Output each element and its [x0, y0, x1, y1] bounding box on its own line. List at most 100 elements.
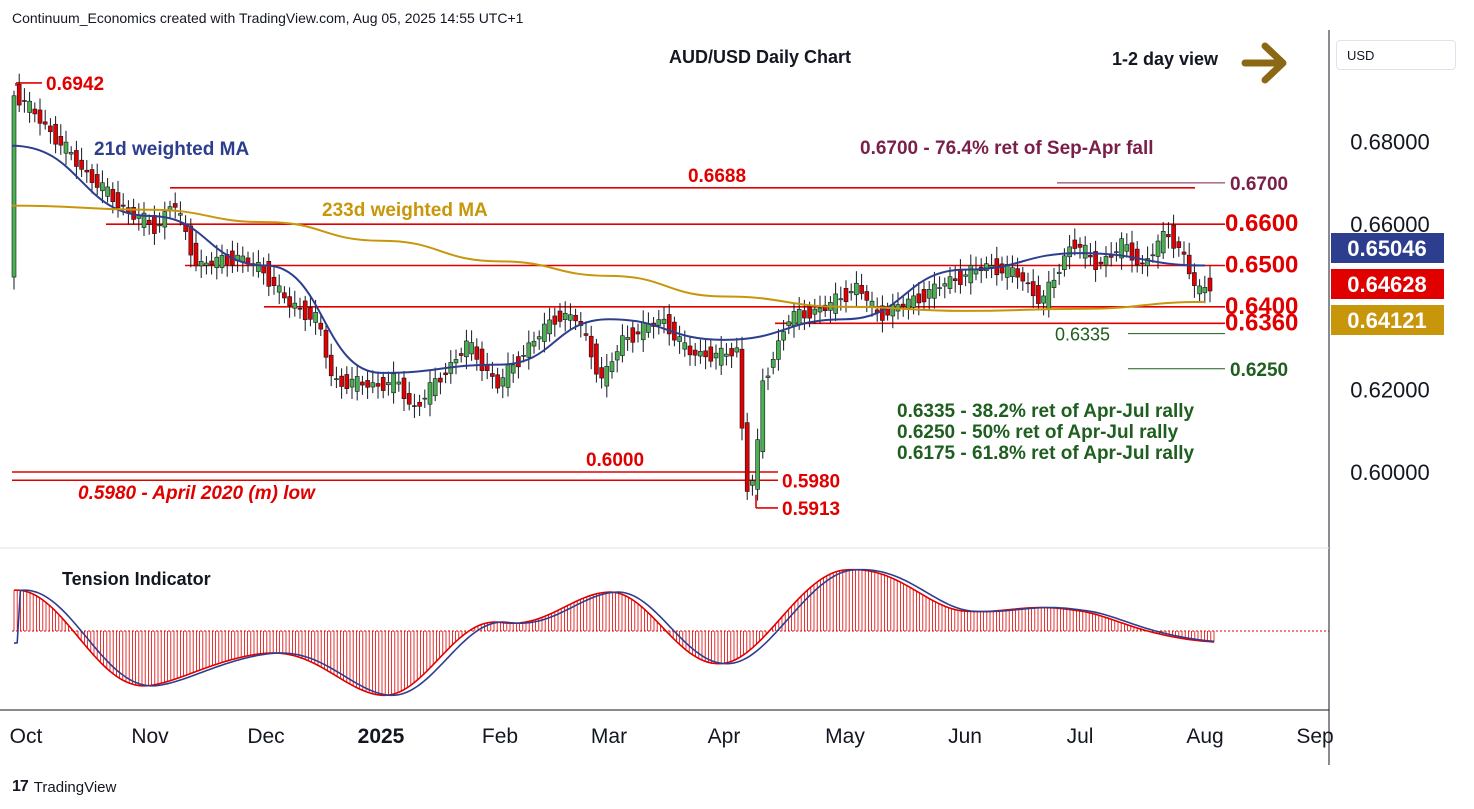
candle-body-160 — [843, 288, 849, 302]
candle-body-216 — [1134, 248, 1140, 266]
candle-body-96 — [510, 364, 516, 374]
candle-body-217 — [1140, 262, 1145, 265]
candle-body-150 — [791, 311, 797, 326]
candle-body-117 — [620, 335, 625, 356]
candle-body-13 — [79, 159, 84, 170]
candle-body-67 — [360, 381, 365, 386]
candle-body-188 — [989, 265, 994, 268]
candle-body-115 — [609, 361, 615, 372]
candle-body-177 — [932, 283, 937, 299]
candle-body-193 — [1015, 268, 1020, 278]
candle-body-64 — [344, 374, 350, 390]
candle-body-49 — [266, 261, 272, 287]
candle-body-151 — [796, 309, 802, 325]
candle-body-31 — [172, 203, 178, 208]
time-tick-3: 2025 — [358, 725, 405, 748]
candle-body-118 — [625, 337, 630, 340]
candle-body-105 — [557, 310, 563, 322]
annotation-6: 0.5980 - April 2020 (m) low — [78, 483, 316, 504]
time-tick-11: Sep — [1296, 725, 1333, 748]
candle-body-136 — [718, 347, 724, 366]
candle-body-212 — [1114, 251, 1119, 254]
candle-body-210 — [1103, 256, 1109, 266]
candle-body-20 — [115, 192, 121, 209]
support-resistance-levels — [12, 82, 1225, 509]
candle-body-224 — [1176, 241, 1182, 248]
candle-body-26 — [146, 219, 152, 225]
candle-body-70 — [375, 383, 381, 387]
brand-name: TradingView — [33, 778, 117, 796]
time-tick-1: Nov — [131, 725, 169, 748]
time-tick-10: Aug — [1186, 725, 1223, 748]
candle-body-8 — [53, 123, 58, 145]
candle-body-126 — [666, 314, 672, 335]
tension-histogram — [13, 568, 1215, 697]
candle-body-106 — [562, 312, 568, 320]
candle-body-57 — [308, 307, 313, 320]
candle-body-202 — [1062, 255, 1067, 270]
candle-body-27 — [152, 215, 157, 234]
candle-body-9 — [58, 136, 64, 146]
candle-body-191 — [1004, 264, 1010, 278]
time-tick-5: Mar — [591, 725, 627, 748]
candle-body-59 — [318, 322, 324, 330]
time-tick-6: Apr — [708, 725, 741, 748]
candle-body-94 — [500, 377, 506, 387]
candle-body-163 — [859, 284, 864, 294]
candle-body-199 — [1046, 281, 1052, 310]
candle-body-132 — [698, 351, 703, 357]
candle-body-81 — [432, 378, 438, 397]
candle-body-90 — [479, 348, 485, 371]
level-label-8: 0.6250 — [1230, 360, 1288, 381]
candle-body-134 — [708, 346, 714, 362]
candle-body-181 — [952, 278, 958, 281]
candle-body-196 — [1030, 281, 1036, 297]
candle-body-37 — [204, 262, 209, 266]
candle-body-155 — [817, 307, 823, 313]
price-badge-0 — [1331, 233, 1444, 263]
candle-body-147 — [776, 340, 781, 360]
level-label-7: 0.6335 — [1055, 325, 1110, 345]
candle-body-209 — [1098, 261, 1104, 265]
candle-body-87 — [464, 340, 469, 358]
candle-body-158 — [833, 293, 838, 314]
candle-body-14 — [84, 169, 90, 173]
price-axis-badges: 0.65046 0.64628 0.64121 — [1331, 233, 1444, 335]
candle-body-103 — [547, 319, 552, 335]
candle-body-85 — [453, 359, 459, 364]
candle-body-88 — [469, 342, 474, 355]
candle-body-110 — [583, 333, 589, 336]
candle-body-79 — [422, 397, 428, 400]
candle-body-214 — [1124, 244, 1130, 252]
candle-body-124 — [656, 319, 662, 326]
candle-body-129 — [682, 342, 688, 350]
annotation-2: 0.6700 - 76.4% ret of Sep-Apr fall — [860, 138, 1154, 159]
candle-body-184 — [968, 265, 974, 284]
candle-body-76 — [406, 393, 412, 405]
tension-signal-line — [13, 568, 1215, 697]
candle-body-66 — [354, 376, 360, 392]
annotation-4: 0.6250 - 50% ret of Apr-Jul rally — [897, 422, 1179, 443]
candle-body-154 — [812, 308, 818, 315]
candle-body-36 — [198, 260, 204, 267]
candle-body-60 — [323, 329, 329, 358]
candle-body-12 — [74, 150, 79, 167]
candle-body-6 — [42, 121, 48, 125]
candle-body-145 — [765, 375, 771, 378]
candle-body-2 — [22, 100, 27, 102]
candle-body-146 — [770, 358, 776, 368]
candle-body-125 — [661, 318, 667, 324]
candle-body-164 — [864, 291, 870, 301]
candle-body-114 — [604, 365, 610, 387]
level-label-4: 0.6500 — [1225, 252, 1298, 279]
price-tick-0: 0.68000 — [1350, 130, 1430, 155]
currency-selector[interactable]: USD — [1336, 40, 1456, 70]
candle-body-183 — [963, 274, 968, 277]
candle-body-34 — [188, 225, 194, 256]
candle-body-18 — [105, 186, 110, 197]
footer-brand[interactable]: 17 TradingView — [12, 778, 116, 796]
candle-body-135 — [713, 352, 719, 359]
level-label-10: 0.5980 — [782, 471, 840, 492]
candle-body-137 — [724, 353, 729, 357]
view-horizon-label: 1-2 day view — [1112, 49, 1219, 69]
